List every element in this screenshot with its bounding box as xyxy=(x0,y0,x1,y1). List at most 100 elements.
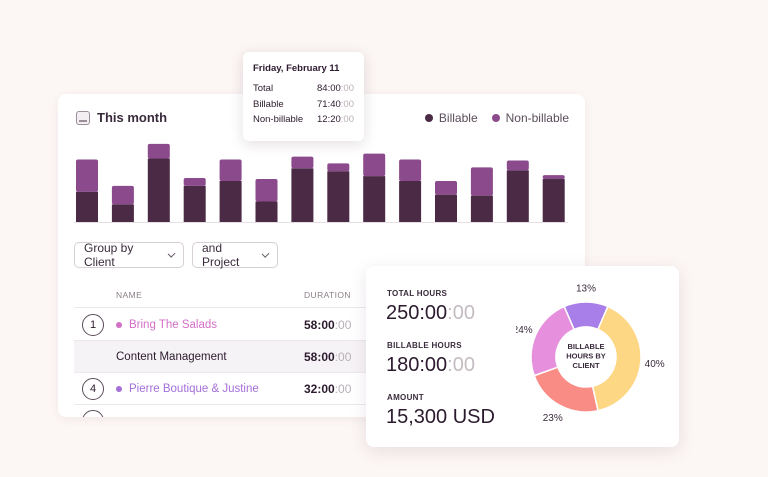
calendar-icon[interactable] xyxy=(76,110,90,125)
non-billable-bar-1[interactable] xyxy=(76,159,98,192)
non-billable-bar-14[interactable] xyxy=(542,175,565,180)
non-billable-bar-2[interactable] xyxy=(111,185,134,205)
billable-bar-9[interactable] xyxy=(363,176,386,222)
non-billable-bar-11[interactable] xyxy=(435,180,457,195)
donut-slice-label-2: 40% xyxy=(645,359,665,370)
row-number-badge xyxy=(82,410,104,417)
billable-bar-13[interactable] xyxy=(506,170,529,222)
table-row[interactable]: 4 Pierre Boutique & Justine 32:00:00 xyxy=(74,373,584,405)
row-duration: 32:00:00 xyxy=(304,382,351,396)
row-number-badge: 1 xyxy=(82,313,104,336)
non-billable-bar-4[interactable] xyxy=(183,178,206,186)
row-duration: 58:00:00 xyxy=(304,318,351,332)
tooltip-row-non-billable: Non-billable 12:20:00 xyxy=(253,114,354,125)
tooltip-value: 12:20:00 xyxy=(317,114,354,125)
tooltip-label: Non-billable xyxy=(253,114,304,125)
chart-legend: Billable Non-billable xyxy=(424,111,569,125)
total-hours-seconds: :00 xyxy=(447,302,475,324)
non-billable-bar-9[interactable] xyxy=(363,153,386,177)
non-billable-bar-5[interactable] xyxy=(219,159,242,181)
row-duration-value: 58:00 xyxy=(304,317,335,332)
billable-dot-icon xyxy=(424,114,433,122)
table-row[interactable]: 1 Bring The Salads 58:00:00 xyxy=(74,309,584,341)
billable-hours-label: BILLABLE HOURS xyxy=(387,341,462,350)
tooltip-value: 71:40:00 xyxy=(317,99,354,110)
summary-card: TOTAL HOURS 250:00:00 BILLABLE HOURS 180… xyxy=(366,266,679,447)
billable-bar-14[interactable] xyxy=(542,179,565,222)
time-report-card: This month Billable Non-billable Group b… xyxy=(58,94,585,417)
table-header: NAME DURATION xyxy=(74,282,584,308)
row-duration-value: 32:00 xyxy=(304,381,335,396)
billable-bar-1[interactable] xyxy=(76,191,98,222)
donut-center xyxy=(556,327,616,387)
billable-hours-value: 180:00:00 xyxy=(386,354,475,377)
client-color-dot xyxy=(116,385,122,392)
total-hours-value: 250:00:00 xyxy=(386,302,475,325)
group-by-client-label: Group by Client xyxy=(84,241,134,269)
donut-center-label: HOURS BY xyxy=(566,352,606,361)
row-number-badge: 4 xyxy=(82,377,104,400)
total-hours-label: TOTAL HOURS xyxy=(387,289,448,298)
legend-non-billable-label: Non-billable xyxy=(505,111,569,125)
tooltip-date: Friday, February 11 xyxy=(253,63,340,74)
donut-slice-label-1: 13% xyxy=(576,284,596,295)
legend-non-billable[interactable]: Non-billable xyxy=(491,111,569,125)
billable-bar-8[interactable] xyxy=(327,171,350,222)
non-billable-bar-8[interactable] xyxy=(327,163,350,172)
table-row-partial[interactable] xyxy=(74,405,584,417)
billable-bar-2[interactable] xyxy=(111,204,134,222)
non-billable-bar-10[interactable] xyxy=(399,159,422,181)
billable-hours-main: 180:00 xyxy=(386,354,448,376)
tooltip-label: Total xyxy=(253,83,274,94)
billable-bar-7[interactable] xyxy=(291,168,314,222)
row-duration: 58:00:00 xyxy=(304,350,351,364)
non-billable-bar-12[interactable] xyxy=(470,167,493,196)
billable-bar-11[interactable] xyxy=(435,194,457,222)
client-name[interactable]: Pierre Boutique & Justine xyxy=(129,382,259,395)
donut-center-label: BILLABLE xyxy=(567,342,604,351)
legend-billable[interactable]: Billable xyxy=(424,111,478,125)
billable-bar-3[interactable] xyxy=(147,158,170,222)
bar-tooltip: Friday, February 11 Total 84:00:00 Billa… xyxy=(243,52,364,141)
card-title: This month xyxy=(97,110,168,125)
tooltip-value-main: 71:40 xyxy=(317,98,341,110)
tooltip-value-seconds: :00 xyxy=(340,83,354,94)
group-by-client-dropdown[interactable]: Group by Client xyxy=(74,241,184,269)
row-duration-value: 58:00 xyxy=(304,349,335,364)
tooltip-value-main: 12:20 xyxy=(317,114,341,125)
tooltip-value-main: 84:00 xyxy=(317,83,341,94)
chevron-down-icon xyxy=(167,249,176,258)
client-name[interactable]: Bring The Salads xyxy=(129,318,218,331)
billable-bar-6[interactable] xyxy=(255,201,278,222)
non-billable-bar-6[interactable] xyxy=(255,179,278,202)
tooltip-value-seconds: :00 xyxy=(340,114,354,125)
tooltip-row-total: Total 84:00:00 xyxy=(253,83,354,94)
non-billable-bar-13[interactable] xyxy=(506,160,529,171)
billable-bar-12[interactable] xyxy=(470,195,493,222)
donut-slice-label-3: 23% xyxy=(543,413,563,424)
donut-center-label: CLIENT xyxy=(572,361,600,370)
column-name[interactable]: NAME xyxy=(116,289,143,300)
legend-billable-label: Billable xyxy=(438,111,478,125)
client-color-dot xyxy=(116,321,122,328)
project-name: Content Management xyxy=(116,350,227,363)
row-duration-seconds: :00 xyxy=(334,349,352,364)
and-project-dropdown[interactable]: and Project xyxy=(192,241,278,269)
non-billable-bar-3[interactable] xyxy=(147,143,170,159)
and-project-label: and Project xyxy=(202,241,240,269)
chevron-down-icon xyxy=(261,249,270,258)
tooltip-value: 84:00:00 xyxy=(317,83,354,94)
tooltip-value-seconds: :00 xyxy=(340,98,354,110)
card-header: This month xyxy=(76,110,167,125)
billable-bar-4[interactable] xyxy=(183,185,206,222)
row-duration-seconds: :00 xyxy=(334,317,352,332)
billable-bar-10[interactable] xyxy=(399,180,422,222)
billable-bar-5[interactable] xyxy=(219,180,242,222)
non-billable-bar-7[interactable] xyxy=(291,156,314,169)
column-duration[interactable]: DURATION xyxy=(304,289,351,300)
billable-hours-seconds: :00 xyxy=(447,354,475,376)
amount-value: 15,300 USD xyxy=(386,406,495,428)
tooltip-label: Billable xyxy=(253,98,284,110)
row-duration-seconds: :00 xyxy=(334,381,352,396)
